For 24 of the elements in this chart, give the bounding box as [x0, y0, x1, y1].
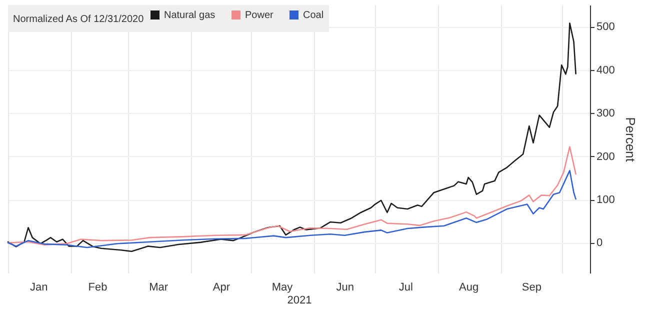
legend-title: Normalized As Of 12/31/2020	[13, 14, 144, 25]
line-series	[7, 22, 576, 252]
y-tick-label: 100	[596, 194, 615, 206]
y-tick-label: 500	[596, 21, 615, 34]
legend-label: Power	[245, 10, 274, 21]
x-tick-label: Apr	[212, 282, 230, 294]
x-tick-label: Mar	[149, 282, 168, 294]
y-tick-label: 400	[596, 64, 615, 76]
x-tick-label: May	[272, 282, 294, 294]
x-tick-label: Jan	[30, 282, 48, 294]
legend-label: Natural gas	[164, 10, 216, 21]
x-tick-label: Jun	[336, 282, 354, 294]
line-series	[7, 170, 576, 248]
y-tick-label: 200	[596, 150, 615, 163]
y-tick-label: 300	[596, 108, 615, 120]
x-tick-label: Feb	[88, 282, 108, 294]
x-tick-label: Jul	[398, 282, 413, 294]
y-axis-title: Percent	[622, 117, 638, 162]
x-tick-label: Aug	[459, 282, 479, 294]
y-tick-label: 0	[596, 237, 603, 250]
x-tick-label: Sep	[522, 282, 542, 294]
x-axis-title: 2021	[287, 294, 312, 306]
line-series	[7, 146, 576, 246]
legend-label: Coal	[303, 10, 324, 21]
